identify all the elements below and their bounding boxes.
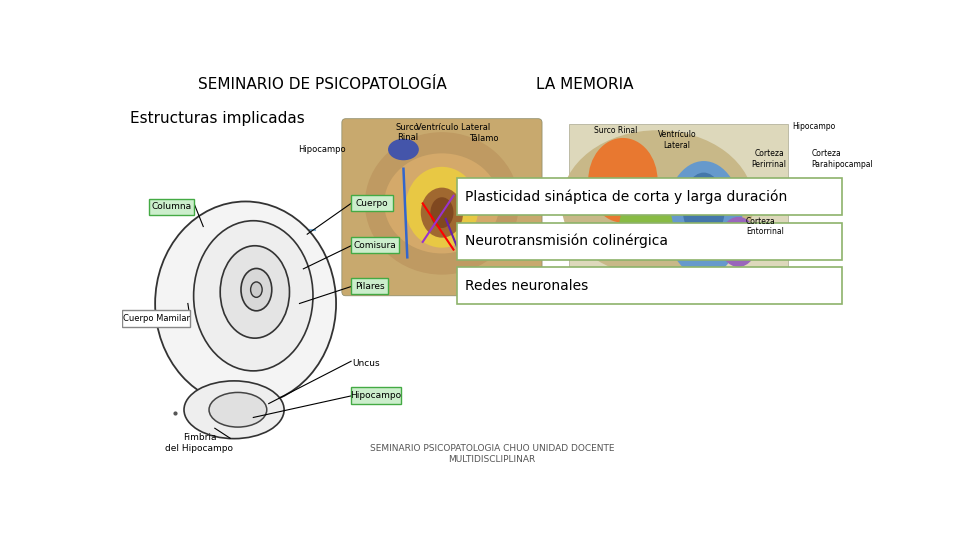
Ellipse shape (156, 201, 336, 406)
Text: del Hipocampo: del Hipocampo (165, 444, 233, 453)
Text: SEMINARIO PSICOPATOLOGIA CHUO UNIDAD DOCENTE: SEMINARIO PSICOPATOLOGIA CHUO UNIDAD DOC… (370, 444, 614, 453)
Bar (457, 267, 842, 304)
Ellipse shape (220, 246, 290, 338)
Ellipse shape (562, 130, 754, 276)
Text: Uncus: Uncus (352, 359, 379, 368)
Text: Hipocampo: Hipocampo (350, 392, 401, 400)
Bar (457, 178, 842, 215)
Bar (351, 237, 398, 253)
FancyBboxPatch shape (342, 119, 542, 296)
Bar (351, 278, 388, 294)
Text: SEMINARIO DE PSICOPATOLOGÍA: SEMINARIO DE PSICOPATOLOGÍA (198, 77, 447, 92)
Ellipse shape (719, 217, 757, 267)
Text: Neurotransmisión colinérgica: Neurotransmisión colinérgica (465, 234, 668, 248)
Text: Redes neuronales: Redes neuronales (465, 279, 588, 293)
Text: Estructuras implicadas: Estructuras implicadas (131, 111, 305, 126)
Text: Hipocampo: Hipocampo (792, 122, 835, 131)
Ellipse shape (665, 161, 742, 276)
Bar (351, 387, 401, 403)
Ellipse shape (241, 268, 272, 311)
Text: Surco Rinal: Surco Rinal (593, 126, 636, 136)
Bar (569, 124, 788, 289)
Ellipse shape (365, 132, 519, 275)
Text: Plasticidad sináptica de corta y larga duración: Plasticidad sináptica de corta y larga d… (465, 189, 787, 204)
Text: Corteza
Perirrinal: Corteza Perirrinal (752, 150, 786, 169)
Text: Comisura: Comisura (353, 241, 396, 250)
Text: Corteza
Entorrinal: Corteza Entorrinal (746, 217, 784, 236)
Ellipse shape (420, 187, 463, 238)
Ellipse shape (209, 393, 267, 427)
Ellipse shape (588, 138, 658, 222)
Text: Tálamo: Tálamo (468, 134, 498, 143)
Ellipse shape (384, 153, 500, 253)
Text: Ventrículo
Lateral: Ventrículo Lateral (658, 130, 696, 150)
Text: Cuerpo: Cuerpo (355, 199, 388, 208)
Text: LA MEMORIA: LA MEMORIA (536, 77, 634, 92)
Ellipse shape (430, 197, 453, 228)
Bar (123, 310, 190, 327)
Text: Pilares: Pilares (355, 282, 384, 291)
Bar (457, 222, 842, 260)
Ellipse shape (184, 381, 284, 438)
Text: Ventrículo Lateral: Ventrículo Lateral (417, 123, 491, 132)
Text: Surco
Rinal: Surco Rinal (396, 123, 420, 142)
Text: Fimbria: Fimbria (182, 433, 216, 442)
Ellipse shape (194, 221, 313, 371)
Ellipse shape (405, 167, 478, 248)
Text: MULTIDISCLIPLINAR: MULTIDISCLIPLINAR (448, 455, 536, 463)
Text: Corteza
Parahipocampal: Corteza Parahipocampal (811, 150, 874, 169)
Ellipse shape (683, 173, 725, 242)
Text: Hipocampo: Hipocampo (298, 145, 346, 154)
Text: Columna: Columna (152, 202, 192, 211)
Ellipse shape (388, 139, 419, 160)
Bar (150, 199, 194, 215)
Ellipse shape (619, 195, 673, 257)
Ellipse shape (251, 282, 262, 298)
Bar (351, 195, 394, 211)
Text: Cuerpo Mamilar: Cuerpo Mamilar (123, 314, 190, 323)
